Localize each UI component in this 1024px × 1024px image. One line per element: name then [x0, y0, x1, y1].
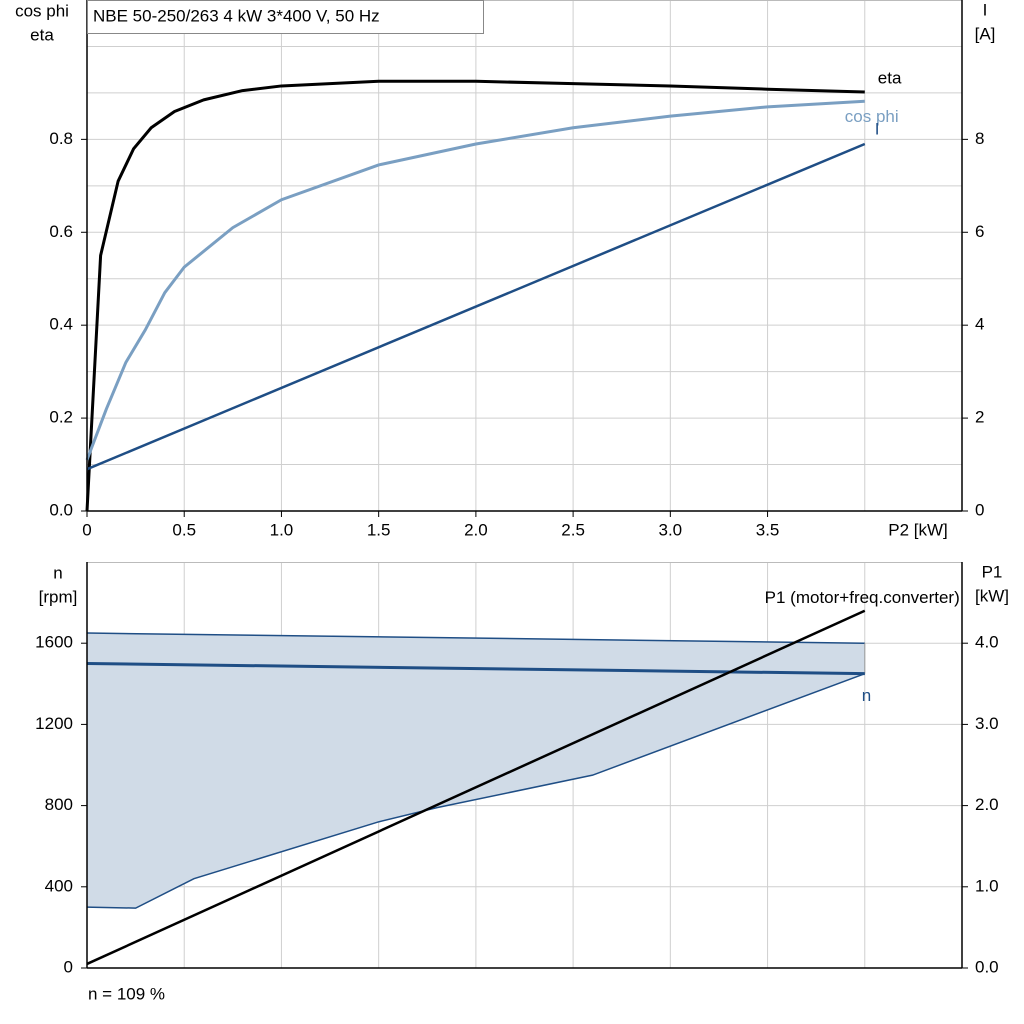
- y-axis-label: cos phi: [15, 1, 69, 20]
- x-axis-label: P2 [kW]: [888, 520, 948, 539]
- y-tick-label: 800: [45, 795, 73, 814]
- y2-tick-label: 4: [975, 315, 984, 334]
- y2-axis-label: [kW]: [975, 586, 1009, 605]
- series-line: [85, 99, 865, 461]
- y-tick-label: 1600: [35, 633, 73, 652]
- y-tick-label: 0.6: [49, 222, 73, 241]
- x-tick-label: 0: [82, 520, 91, 539]
- y-axis-label: [rpm]: [39, 587, 78, 606]
- title-box: [87, 0, 484, 34]
- series-line: [86, 662, 865, 676]
- band-lower: [86, 672, 866, 909]
- y2-tick-label: 2: [975, 408, 984, 427]
- y-tick-label: 0.4: [49, 315, 73, 334]
- series-line: [85, 79, 865, 512]
- annotation: n = 109 %: [88, 984, 165, 1003]
- series-label: eta: [878, 68, 902, 87]
- band-area: [87, 633, 865, 909]
- y-axis-label: eta: [30, 25, 54, 44]
- x-tick-label: 1.5: [367, 520, 391, 539]
- y2-tick-label: 8: [975, 129, 984, 148]
- x-tick-label: 3.5: [756, 520, 780, 539]
- series-label: n: [862, 686, 871, 705]
- y2-tick-label: 4.0: [975, 633, 999, 652]
- y-axis-label: n: [53, 563, 62, 582]
- y2-axis-label: P1: [982, 562, 1003, 581]
- y2-tick-label: 6: [975, 222, 984, 241]
- y2-tick-label: 1.0: [975, 876, 999, 895]
- y-tick-label: 0.0: [49, 500, 73, 519]
- series-label: P1 (motor+freq.converter): [765, 588, 960, 607]
- x-tick-label: 2.0: [464, 520, 488, 539]
- y-tick-label: 0.8: [49, 129, 73, 148]
- series-line: [86, 609, 866, 966]
- x-tick-label: 2.5: [561, 520, 585, 539]
- y-tick-label: 0.2: [49, 408, 73, 427]
- x-tick-label: 3.0: [659, 520, 683, 539]
- y-tick-label: 0: [64, 957, 73, 976]
- y2-tick-label: 3.0: [975, 714, 999, 733]
- y2-axis-label: I: [983, 0, 988, 19]
- y2-tick-label: 0: [975, 500, 984, 519]
- band-upper: [86, 632, 865, 644]
- x-tick-label: 0.5: [172, 520, 196, 539]
- y-tick-label: 400: [45, 876, 73, 895]
- y2-axis-label: [A]: [975, 24, 996, 43]
- series-label: cos phi: [845, 107, 899, 126]
- x-tick-label: 1.0: [270, 520, 294, 539]
- series-line: [86, 142, 866, 471]
- y2-tick-label: 0.0: [975, 957, 999, 976]
- series-label: I: [875, 119, 880, 138]
- chart-title: NBE 50-250/263 4 kW 3*400 V, 50 Hz: [93, 6, 380, 25]
- y-tick-label: 1200: [35, 714, 73, 733]
- y2-tick-label: 2.0: [975, 795, 999, 814]
